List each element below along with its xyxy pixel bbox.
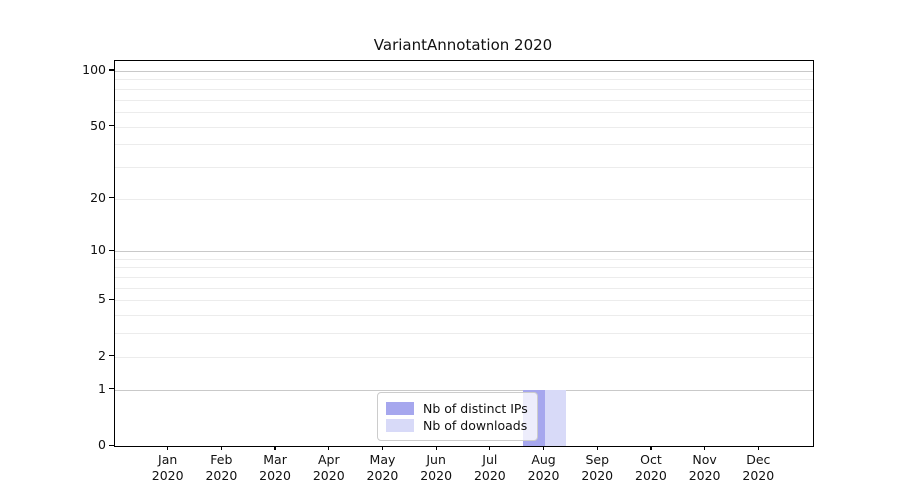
x-tick-label: Dec 2020 [742,452,775,483]
y-tick-label: 5 [98,291,106,307]
bar-downloads [544,389,566,446]
x-tick-label: Oct 2020 [635,452,667,483]
x-tick-mark [704,446,706,450]
x-tick-label: Jul 2020 [473,452,506,483]
x-tick-mark [381,446,384,450]
y-gridline-minor [115,315,813,317]
y-gridline-minor [115,126,813,128]
x-tick-mark [220,446,222,450]
y-tick-mark [109,444,114,446]
y-tick-mark [109,388,114,390]
y-gridline-minor [115,287,813,289]
x-tick-mark [596,446,598,450]
y-tick-label: 1 [98,380,106,396]
legend-swatch-downloads [386,418,414,432]
y-gridline-minor [115,300,813,302]
chart-title: VariantAnnotation 2020 [373,36,553,54]
y-tick-mark [109,69,114,71]
y-tick-label: 50 [90,117,106,133]
legend: Nb of distinct IPs Nb of downloads [377,392,538,441]
x-tick-mark [757,446,759,450]
x-tick-label: Jun 2020 [420,452,453,483]
y-tick-label: 0 [98,437,106,452]
x-tick-mark [435,446,437,450]
x-tick-mark [650,446,652,450]
y-tick-mark [109,249,114,251]
y-gridline-minor [115,267,813,269]
legend-row: Nb of downloads [386,417,528,433]
y-gridline-minor [115,88,813,90]
legend-row: Nb of distinct IPs [386,400,528,416]
y-gridline-minor [115,144,813,146]
x-tick-label: Mar 2020 [259,452,291,483]
y-gridline-minor [115,111,813,113]
x-tick-label: Jan 2020 [151,452,184,483]
y-gridline-minor [115,333,813,335]
y-gridline-major [115,251,813,253]
plot-area [114,60,814,447]
y-gridline-major [115,389,813,391]
legend-label-downloads: Nb of downloads [423,417,528,433]
y-gridline-major [115,70,813,72]
y-tick-mark [109,125,114,127]
y-tick-label: 20 [90,189,106,205]
y-gridline-minor [115,356,813,358]
y-tick-label: 100 [82,61,106,77]
y-gridline-minor [115,198,813,200]
x-tick-mark [274,446,276,450]
y-tick-mark [109,298,114,301]
x-tick-mark [328,446,330,450]
x-tick-mark [167,446,169,450]
y-tick-mark [109,355,114,357]
x-tick-label: Aug 2020 [527,452,560,483]
x-tick-label: Sep 2020 [581,452,614,483]
x-tick-label: Apr 2020 [312,452,345,483]
y-gridline-minor [115,277,813,279]
y-gridline-minor [115,99,813,101]
y-gridline-minor [115,166,813,168]
y-tick-label: 10 [90,242,106,258]
x-tick-mark [542,446,545,450]
y-tick-mark [109,197,114,199]
x-tick-label: Nov 2020 [688,452,721,483]
y-gridline-minor [115,79,813,81]
x-tick-label: May 2020 [366,452,399,483]
legend-swatch-distinct-ips [386,401,414,415]
y-gridline-minor [115,258,813,260]
x-tick-label: Feb 2020 [205,452,238,483]
x-tick-mark [489,446,491,450]
y-tick-label: 2 [98,347,106,363]
legend-label-distinct-ips: Nb of distinct IPs [423,400,528,416]
